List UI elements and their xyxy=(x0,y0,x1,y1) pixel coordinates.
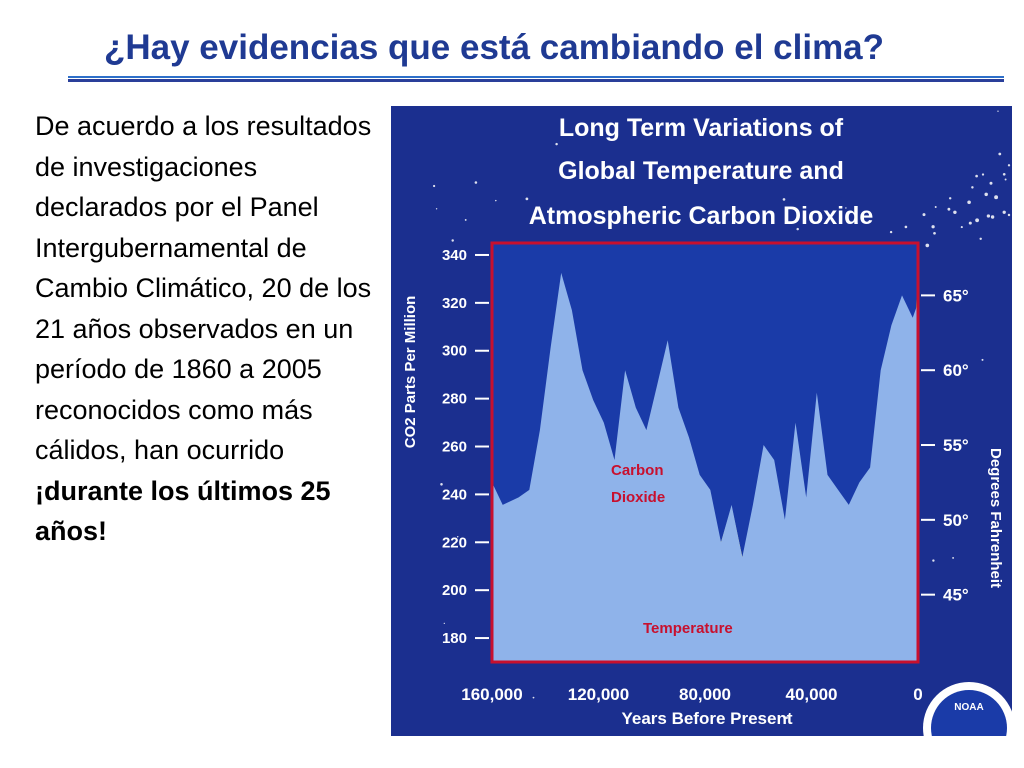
body-emphasis: ¡durante los últimos 25 años! xyxy=(35,475,331,547)
y-left-tick-label: 200 xyxy=(442,582,467,599)
body-text: De acuerdo a los resultados de investiga… xyxy=(35,111,372,465)
co2-label-line-2: Dioxide xyxy=(611,489,665,506)
temperature-area xyxy=(492,272,918,662)
title-divider xyxy=(68,76,1004,82)
x-axis: 160,000 120,000 80,000 40,000 0 xyxy=(461,685,922,704)
x-axis-title: Years Before Present xyxy=(621,709,792,728)
y-left-tick-label: 280 xyxy=(442,391,467,408)
x-tick-label: 160,000 xyxy=(461,685,522,704)
noaa-logo-text: NOAA xyxy=(954,702,983,713)
y-left-tick-label: 180 xyxy=(442,630,467,647)
y-right-tick-label: 45° xyxy=(943,586,969,605)
temperature-label: Temperature xyxy=(643,620,733,637)
y-left-tick-label: 300 xyxy=(442,343,467,360)
y-axis-left: 340 320 300 280 260 240 220 200 180 xyxy=(442,247,489,647)
y-axis-left-title: CO2 Parts Per Million xyxy=(402,296,419,449)
y-left-tick-label: 260 xyxy=(442,439,467,456)
chart-svg: Long Term Variations of Global Temperatu… xyxy=(391,106,1015,768)
x-tick-label: 40,000 xyxy=(786,685,838,704)
x-tick-label: 120,000 xyxy=(568,685,629,704)
x-tick-label: 0 xyxy=(913,685,922,704)
chart-title-line-3: Atmospheric Carbon Dioxide xyxy=(529,202,874,230)
y-left-tick-label: 240 xyxy=(442,486,467,503)
y-right-tick-label: 55° xyxy=(943,436,969,455)
co2-label-line-1: Carbon xyxy=(611,462,664,479)
y-left-tick-label: 340 xyxy=(442,247,467,264)
x-tick-label: 80,000 xyxy=(679,685,731,704)
plot-border xyxy=(490,241,920,664)
y-right-tick-label: 60° xyxy=(943,361,969,380)
slide-title: ¿Hay evidencias que está cambiando el cl… xyxy=(104,28,885,67)
y-axis-right-title: Degrees Fahrenheit xyxy=(987,448,1004,588)
y-right-tick-label: 65° xyxy=(943,286,969,305)
y-right-tick-label: 50° xyxy=(943,511,969,530)
y-left-tick-label: 320 xyxy=(442,295,467,312)
y-left-tick-label: 220 xyxy=(442,534,467,551)
chart-title-line-2: Global Temperature and xyxy=(558,157,844,185)
y-axis-right: 65° 60° 55° 50° 45° xyxy=(921,286,969,605)
body-paragraph: De acuerdo a los resultados de investiga… xyxy=(35,106,375,552)
chart-figure: Long Term Variations of Global Temperatu… xyxy=(391,106,1015,768)
chart-title-line-1: Long Term Variations of xyxy=(559,114,844,142)
